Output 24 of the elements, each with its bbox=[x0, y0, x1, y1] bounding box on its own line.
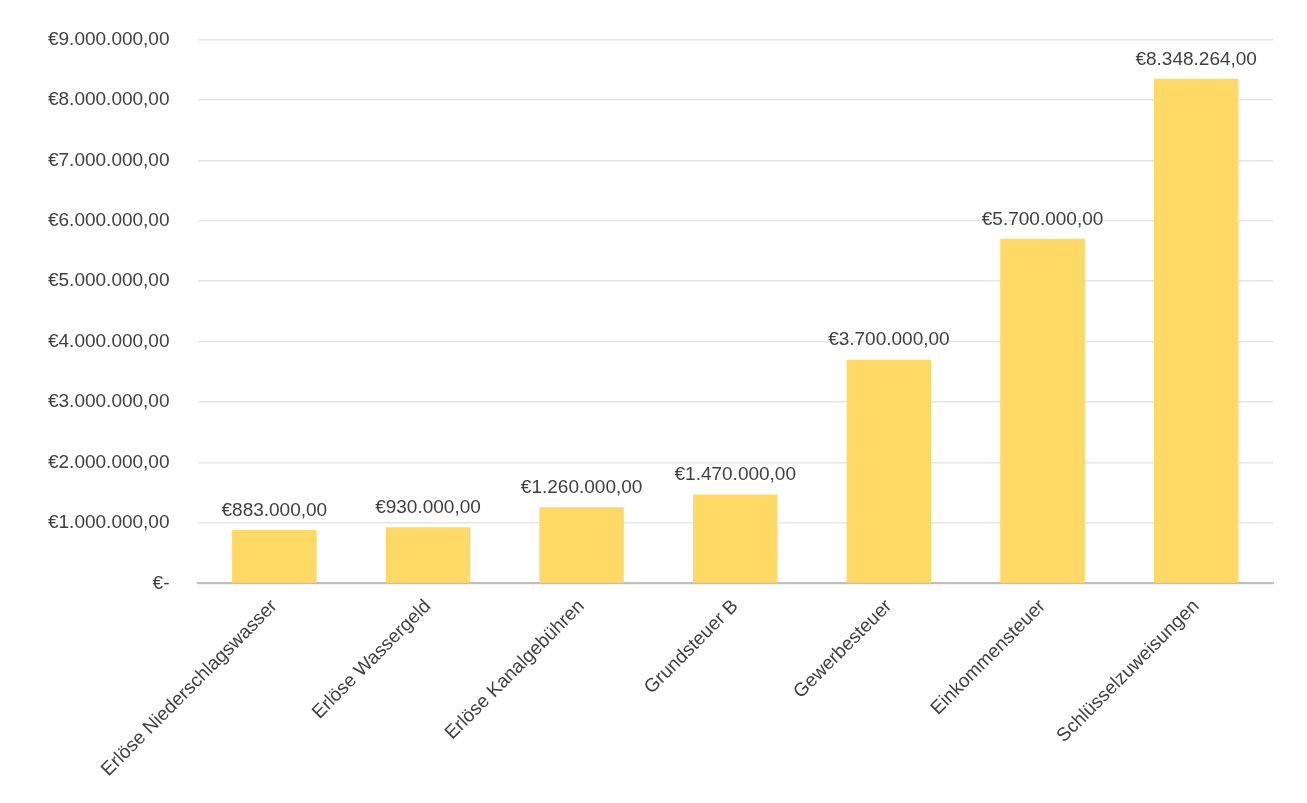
y-tick-label: €5.000.000,00 bbox=[47, 269, 170, 291]
data-label: €1.260.000,00 bbox=[520, 475, 643, 497]
bar bbox=[1000, 238, 1085, 583]
y-tick-label: €4.000.000,00 bbox=[47, 329, 170, 351]
y-tick-label: €6.000.000,00 bbox=[47, 208, 170, 230]
data-label: €930.000,00 bbox=[375, 495, 481, 517]
data-label: €1.470.000,00 bbox=[674, 463, 797, 485]
y-tick-label: €8.000.000,00 bbox=[47, 88, 170, 110]
data-label: €3.700.000,00 bbox=[828, 328, 950, 350]
bar bbox=[385, 527, 471, 583]
data-label: €5.700.000,00 bbox=[981, 207, 1104, 229]
y-tick-label: €3.000.000,00 bbox=[47, 390, 170, 412]
y-tick-label: €1.000.000,00 bbox=[47, 511, 170, 533]
bar bbox=[539, 507, 624, 583]
bar bbox=[1153, 78, 1239, 583]
data-label: €883.000,00 bbox=[221, 498, 328, 520]
bar bbox=[232, 530, 317, 583]
y-tick-label: €7.000.000,00 bbox=[47, 148, 170, 170]
bar bbox=[693, 494, 778, 583]
y-tick-label: €- bbox=[152, 571, 170, 593]
bar bbox=[846, 359, 932, 583]
y-tick-label: €9.000.000,00 bbox=[47, 27, 170, 49]
y-tick-label: €2.000.000,00 bbox=[47, 450, 170, 472]
data-label: €8.348.264,00 bbox=[1135, 47, 1257, 69]
